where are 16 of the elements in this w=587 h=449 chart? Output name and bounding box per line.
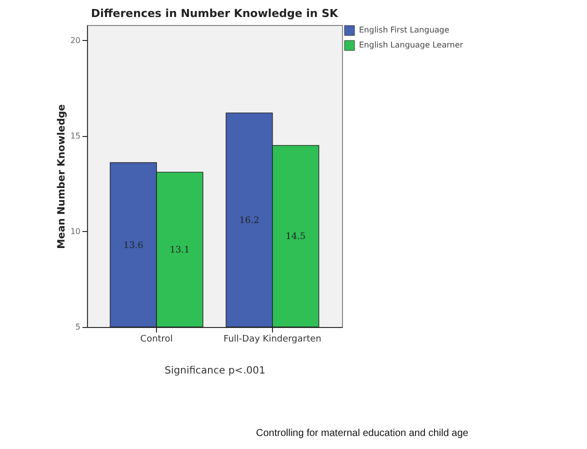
x-axis-title: Significance p<.001 <box>164 366 266 376</box>
data-label: 13.1 <box>170 246 190 256</box>
y-tick-label: 15 <box>70 131 80 140</box>
legend-label: English Language Learner <box>359 40 464 50</box>
x-tick-label: Control <box>140 334 173 344</box>
chart-title: Differences in Number Knowledge in SK <box>90 7 339 20</box>
text: Controlling for maternal education and child age <box>256 428 468 439</box>
y-tick-label: 10 <box>70 226 80 236</box>
y-axis-title: Mean Number Knowledge <box>56 104 68 249</box>
data-label: 13.6 <box>123 240 144 251</box>
x-tick-label: Full-Day Kindergarten <box>224 334 322 344</box>
y-tick-label: 20 <box>70 36 80 45</box>
legend-label: English First Language <box>359 26 450 34</box>
data-label: 16.2 <box>239 216 260 226</box>
data-label: 14.5 <box>286 232 306 242</box>
y-tick-label: 5 <box>75 322 80 332</box>
